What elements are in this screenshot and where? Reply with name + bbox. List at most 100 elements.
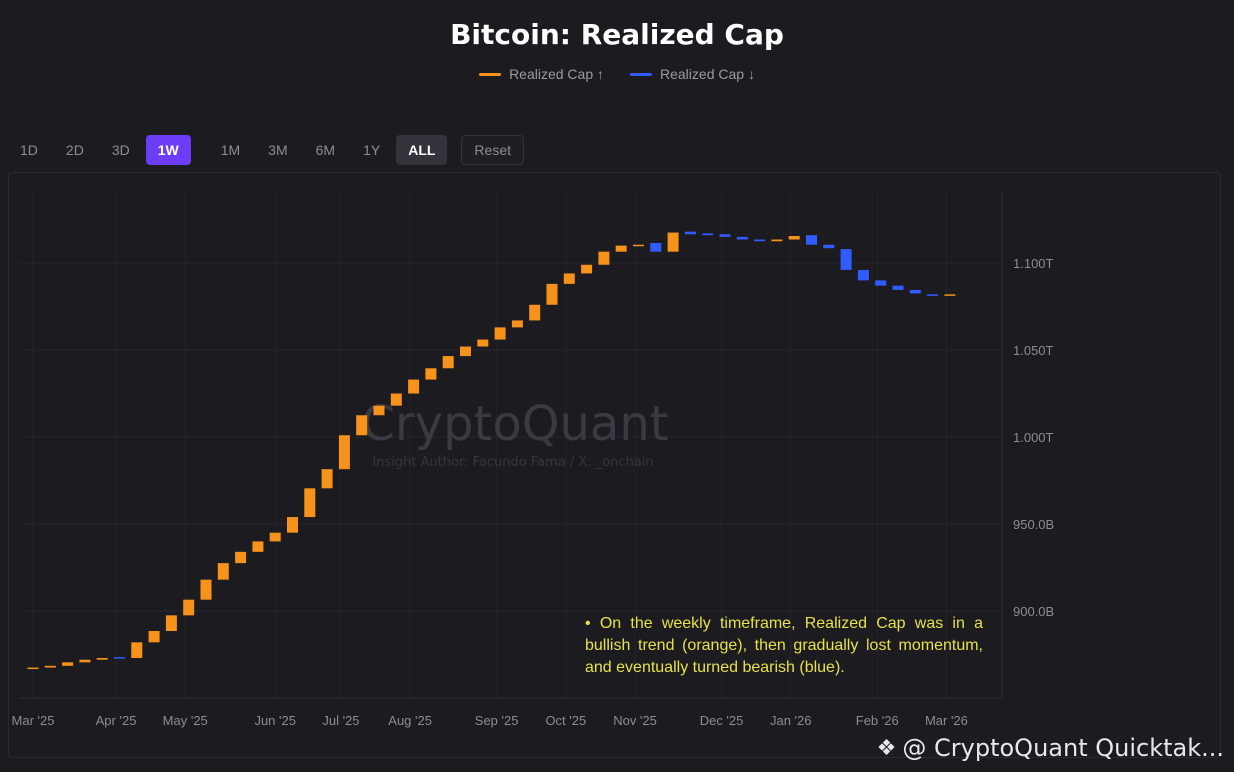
candle-up[interactable] [79, 659, 91, 663]
x-tick-label: Mar '25 [12, 713, 55, 728]
candle-up[interactable] [788, 236, 800, 240]
candle-up[interactable] [356, 415, 368, 436]
x-tick-label: Jun '25 [254, 713, 296, 728]
candle-up[interactable] [235, 551, 247, 564]
candle-up[interactable] [494, 327, 506, 340]
range-all-button[interactable]: ALL [396, 135, 448, 165]
x-tick-label: Aug '25 [388, 713, 432, 728]
candle-up[interactable] [425, 368, 437, 380]
candle-down[interactable] [736, 236, 748, 240]
candle-down[interactable] [650, 242, 662, 252]
legend-swatch-down [630, 72, 652, 76]
timeframe-toolbar: 1D 2D 3D 1W 1M 3M 6M 1Y ALL Reset [8, 135, 524, 165]
timeframe-3d-button[interactable]: 3D [111, 142, 130, 158]
y-tick-label: 1.000T [1013, 430, 1054, 445]
chart-watermark-brand: CryptoQuant [361, 396, 668, 452]
candle-down[interactable] [857, 269, 869, 281]
candle-up[interactable] [511, 320, 523, 328]
candle-up[interactable] [442, 356, 454, 369]
candle-up[interactable] [96, 657, 108, 660]
candle-down[interactable] [702, 233, 714, 236]
candle-up[interactable] [269, 532, 281, 542]
candle-up[interactable] [771, 239, 783, 242]
candle-up[interactable] [546, 283, 558, 305]
candle-down[interactable] [892, 285, 904, 290]
x-tick-label: Oct '25 [545, 713, 586, 728]
x-tick-label: May '25 [163, 713, 208, 728]
timeframe-1d-button[interactable]: 1D [20, 142, 38, 158]
candle-down[interactable] [114, 657, 125, 659]
candle-up[interactable] [944, 294, 956, 296]
x-axis: Mar '25 Apr '25 May '25 Jun '25 Jul '25 Aug '… [12, 713, 968, 728]
candle-down[interactable] [823, 244, 835, 249]
candle-up[interactable] [667, 232, 679, 252]
legend: Realized Cap ↑ Realized Cap ↓ [0, 66, 1234, 82]
annotation-text: • On the weekly timeframe, Realized Cap … [585, 615, 983, 676]
range-1y-button[interactable]: 1Y [363, 142, 381, 158]
candle-up[interactable] [321, 469, 333, 489]
chart-title: Bitcoin: Realized Cap [450, 18, 784, 51]
x-tick-label: Dec '25 [700, 713, 744, 728]
footer-watermark: ❖ @ CryptoQuant Quicktak... [877, 734, 1224, 762]
legend-item-down[interactable]: Realized Cap ↓ [630, 66, 755, 82]
candle-down[interactable] [719, 234, 731, 237]
candle-up[interactable] [563, 273, 575, 284]
candle-up[interactable] [200, 579, 212, 600]
candle-up[interactable] [477, 339, 489, 347]
chart-frame [8, 172, 1221, 758]
range-6m-button[interactable]: 6M [315, 142, 336, 158]
range-1m-button[interactable]: 1M [220, 142, 241, 158]
chart-watermark-author: Insight Author: Facundo Fama / X: _oncha… [372, 455, 653, 470]
candle-up[interactable] [183, 599, 195, 616]
y-tick-label: 900.0B [1013, 604, 1054, 619]
candle-up[interactable] [62, 662, 74, 666]
x-tick-label: Sep '25 [475, 713, 519, 728]
candle-down[interactable] [754, 239, 766, 242]
x-tick-label: Jan '26 [770, 713, 812, 728]
timeframe-1w-button[interactable]: 1W [145, 135, 191, 165]
reset-button[interactable]: Reset [461, 135, 524, 165]
candle-up[interactable] [460, 346, 471, 357]
candle-up[interactable] [408, 379, 420, 394]
candle-up[interactable] [633, 244, 644, 247]
legend-item-up[interactable]: Realized Cap ↑ [479, 66, 604, 82]
candle-up[interactable] [373, 405, 385, 416]
x-tick-label: Apr '25 [96, 713, 137, 728]
candle-layer [27, 231, 956, 670]
candle-up[interactable] [615, 245, 627, 252]
candle-up[interactable] [529, 304, 541, 321]
candle-up[interactable] [304, 488, 316, 518]
candle-down[interactable] [909, 289, 921, 294]
y-tick-label: 950.0B [1013, 517, 1054, 532]
footer-watermark-text: @ CryptoQuant Quicktak... [902, 734, 1224, 762]
candle-up[interactable] [217, 563, 229, 580]
legend-label-down: Realized Cap ↓ [660, 66, 755, 82]
candle-down[interactable] [806, 235, 817, 245]
y-axis: 900.0B 950.0B 1.000T 1.050T 1.100T [1013, 256, 1054, 619]
candle-down[interactable] [875, 280, 887, 286]
candle-up[interactable] [148, 631, 160, 643]
candle-up[interactable] [165, 615, 177, 632]
candle-up[interactable] [44, 665, 56, 668]
x-tick-label: Jul '25 [322, 713, 359, 728]
y-tick-label: 1.050T [1013, 343, 1054, 358]
candle-down[interactable] [840, 249, 852, 270]
timeframe-2d-button[interactable]: 2D [65, 142, 84, 158]
cryptoquant-logo-icon: ❖ [876, 735, 897, 761]
candle-up[interactable] [252, 541, 264, 552]
candle-up[interactable] [390, 393, 402, 406]
candle-up[interactable] [27, 667, 39, 670]
x-tick-label: Feb '26 [856, 713, 899, 728]
candle-down[interactable] [927, 294, 939, 296]
legend-label-up: Realized Cap ↑ [509, 66, 604, 82]
candle-up[interactable] [131, 642, 143, 658]
candle-up[interactable] [598, 251, 610, 265]
candle-up[interactable] [581, 264, 593, 274]
range-3m-button[interactable]: 3M [268, 142, 288, 158]
x-tick-label: Mar '26 [925, 713, 968, 728]
candle-up[interactable] [287, 517, 298, 533]
candle-down[interactable] [684, 231, 696, 235]
y-tick-label: 1.100T [1013, 256, 1054, 271]
candle-up[interactable] [338, 435, 350, 470]
